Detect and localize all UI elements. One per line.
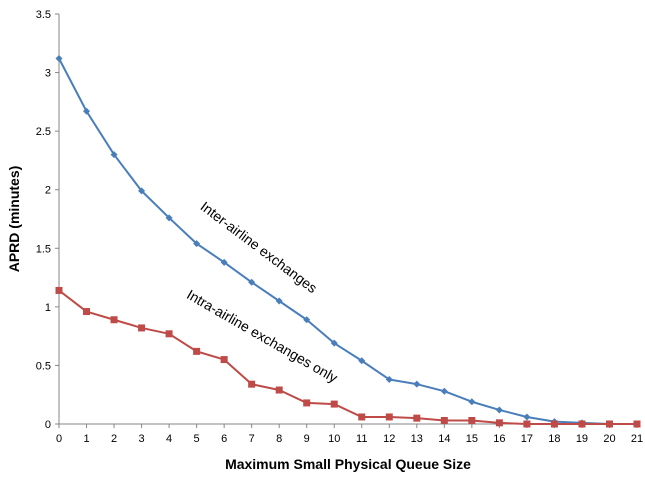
x-tick-label: 13 bbox=[411, 433, 423, 445]
x-tick-label: 8 bbox=[276, 433, 282, 445]
data-point-marker bbox=[331, 401, 338, 408]
y-axis-title: APRD (minutes) bbox=[6, 166, 22, 273]
x-tick-label: 18 bbox=[548, 433, 560, 445]
x-tick-label: 5 bbox=[194, 433, 200, 445]
data-point-marker bbox=[606, 421, 613, 428]
data-point-marker bbox=[441, 417, 448, 424]
data-point-marker bbox=[413, 415, 420, 422]
x-tick-label: 0 bbox=[56, 433, 62, 445]
x-tick-label: 17 bbox=[521, 433, 533, 445]
series-1 bbox=[56, 55, 641, 427]
data-point-marker bbox=[221, 356, 228, 363]
x-tick-label: 4 bbox=[166, 433, 172, 445]
x-tick-label: 16 bbox=[493, 433, 505, 445]
series-2 bbox=[56, 287, 641, 428]
data-point-marker bbox=[551, 421, 558, 428]
x-tick-label: 12 bbox=[383, 433, 395, 445]
annotation-label: Intra-airline exchanges only bbox=[184, 286, 340, 385]
data-point-marker bbox=[496, 419, 503, 426]
data-point-marker bbox=[578, 421, 585, 428]
x-tick-label: 3 bbox=[139, 433, 145, 445]
x-tick-label: 6 bbox=[221, 433, 227, 445]
data-point-marker bbox=[166, 330, 173, 337]
y-tick-label: 0 bbox=[45, 419, 51, 431]
x-tick-label: 11 bbox=[356, 433, 367, 445]
data-point-marker bbox=[441, 388, 448, 395]
annotation-label: Inter-airline exchanges bbox=[198, 198, 321, 296]
y-tick-label: 3.5 bbox=[36, 9, 51, 21]
data-point-marker bbox=[138, 324, 145, 331]
series-line bbox=[59, 290, 637, 424]
y-axis-ticks: 0 0.5 1 1.5 2 2.5 3 3.5 bbox=[36, 9, 59, 431]
data-point-marker bbox=[634, 421, 641, 428]
axes bbox=[59, 14, 637, 424]
y-tick-label: 1 bbox=[45, 302, 51, 314]
y-tick-label: 0.5 bbox=[36, 360, 51, 372]
data-point-marker bbox=[468, 417, 475, 424]
series-line bbox=[59, 59, 637, 424]
data-point-marker bbox=[523, 421, 530, 428]
x-tick-label: 14 bbox=[438, 433, 450, 445]
data-point-marker bbox=[523, 413, 530, 420]
x-tick-label: 19 bbox=[576, 433, 588, 445]
y-tick-label: 2 bbox=[45, 185, 51, 197]
x-tick-label: 1 bbox=[83, 433, 89, 445]
data-point-marker bbox=[303, 399, 310, 406]
x-tick-label: 15 bbox=[466, 433, 478, 445]
data-point-marker bbox=[413, 381, 420, 388]
data-point-marker bbox=[193, 348, 200, 355]
x-tick-label: 20 bbox=[603, 433, 615, 445]
data-point-marker bbox=[496, 406, 503, 413]
y-tick-label: 1.5 bbox=[36, 243, 51, 255]
data-point-marker bbox=[468, 398, 475, 405]
x-tick-label: 21 bbox=[631, 433, 643, 445]
data-point-marker bbox=[386, 413, 393, 420]
data-point-marker bbox=[358, 413, 365, 420]
x-tick-label: 7 bbox=[249, 433, 255, 445]
data-point-marker bbox=[56, 55, 63, 62]
x-axis-title: Maximum Small Physical Queue Size bbox=[225, 456, 471, 472]
y-tick-label: 3 bbox=[45, 68, 51, 80]
x-tick-label: 10 bbox=[328, 433, 340, 445]
data-point-marker bbox=[248, 381, 255, 388]
data-point-marker bbox=[276, 387, 283, 394]
data-point-marker bbox=[83, 308, 90, 315]
data-point-marker bbox=[56, 287, 63, 294]
series-layer bbox=[56, 55, 641, 427]
y-tick-label: 2.5 bbox=[36, 126, 51, 138]
x-tick-label: 9 bbox=[304, 433, 310, 445]
x-tick-label: 2 bbox=[111, 433, 117, 445]
data-point-marker bbox=[111, 316, 118, 323]
